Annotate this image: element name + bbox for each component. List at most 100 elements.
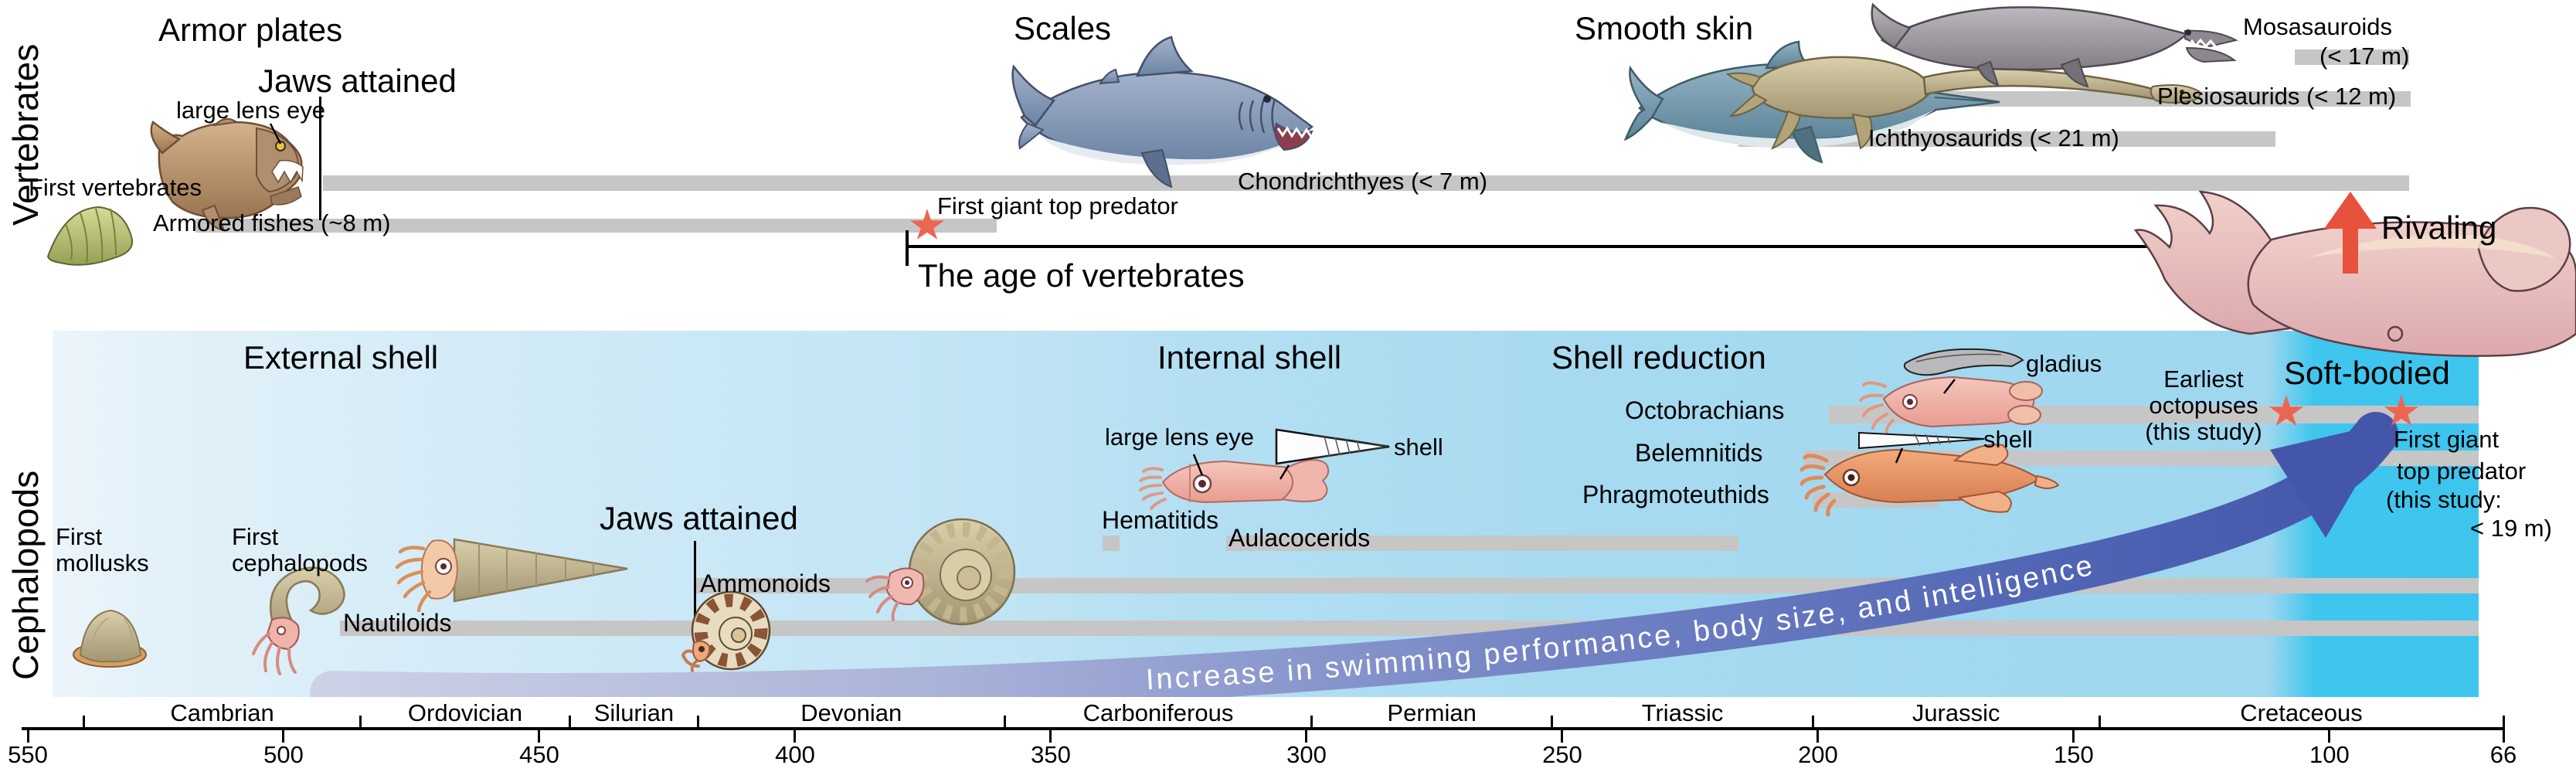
earliest-octopuses: Earliest octopuses (this study) <box>2145 366 2262 446</box>
first-cephalopods: First cephalopods <box>232 523 368 577</box>
belemnitid-shell-art <box>1858 431 1985 450</box>
heading-shell-reduction: Shell reduction <box>1551 339 1766 376</box>
period-label-cretaceous: Cretaceous <box>2240 699 2363 726</box>
cephalopod-era-panel <box>53 331 2479 697</box>
heading-external-shell: External shell <box>243 339 439 376</box>
gladius: gladius <box>2026 350 2102 377</box>
axis-number-300: 300 <box>1286 741 1327 768</box>
phragmoteuthids: Phragmoteuthids <box>1582 481 1769 508</box>
chondrichthyes: Chondrichthyes (< 7 m) <box>1238 168 1488 195</box>
period-boundary-tick <box>359 716 362 727</box>
period-label-triassic: Triassic <box>1641 699 1724 726</box>
rivaling: Rivaling <box>2381 209 2497 246</box>
armored-fishes: Armored fishes (~8 m) <box>153 209 391 236</box>
period-label-devonian: Devonian <box>800 699 902 726</box>
axis-number-tick <box>538 730 541 743</box>
age-line-tick <box>906 230 909 266</box>
axis-number-350: 350 <box>1031 741 1071 768</box>
internal-shell-art <box>1275 428 1390 465</box>
period-boundary-tick <box>83 716 86 727</box>
axis-number-tick <box>1561 730 1564 743</box>
period-boundary-tick <box>696 716 699 727</box>
period-boundary-tick <box>1310 716 1313 727</box>
plesiosaurids: Plesiosaurids (< 12 m) <box>2157 83 2397 110</box>
period-label-silurian: Silurian <box>593 699 675 726</box>
period-boundary-tick <box>2098 716 2101 727</box>
shark-art <box>1011 36 1314 189</box>
axis-number-400: 400 <box>775 741 815 768</box>
ichthyosaurids: Ichthyosaurids (< 21 m) <box>1868 124 2119 151</box>
ammonoids: Ammonoids <box>700 570 831 597</box>
axis-number-150: 150 <box>2054 741 2094 768</box>
belemnitid-squid-art <box>1799 444 2060 517</box>
heading-scales: Scales <box>1014 10 1112 46</box>
large-lens-eye-vertebrates: large lens eye <box>176 97 326 124</box>
first-giant-top-predator-vertebrates: First giant top predator <box>937 192 1178 219</box>
shell-belemnitid: shell <box>1983 426 2033 453</box>
axis-number-tick <box>2072 730 2075 743</box>
aulacocerids-bar <box>1226 536 1738 551</box>
aulacocerids: Aulacocerids <box>1229 524 1371 552</box>
first-cephalopod-art <box>252 566 345 675</box>
axis-line <box>22 727 2505 730</box>
belemnitids: Belemnitids <box>1635 439 1763 467</box>
first-mollusks: First mollusks <box>56 523 149 577</box>
first-giant-ceph-1: First giant <box>2394 426 2500 453</box>
giant-octopus-art <box>2133 190 2576 357</box>
mosasauroids: Mosasauroids <box>2243 13 2392 40</box>
gladius-art <box>1903 348 2024 376</box>
first-giant-ceph-4: < 19 m) <box>2470 515 2552 542</box>
first-mollusk-art <box>73 609 147 668</box>
axis-number-tick <box>1305 730 1308 743</box>
heading-internal-shell: Internal shell <box>1157 339 1342 376</box>
period-label-permian: Permian <box>1387 699 1477 726</box>
jaws-line-cephalopods <box>694 541 696 622</box>
pointer-belemnitid-shell <box>1895 447 1904 464</box>
shell-internal: shell <box>1394 434 1443 461</box>
mosasaur-art <box>1871 2 2238 88</box>
age-of-vertebrates: The age of vertebrates <box>918 257 1245 294</box>
axis-number-tick <box>794 730 797 743</box>
octobrachian-squid-art <box>1859 376 2043 434</box>
axis-number-550: 550 <box>8 741 48 768</box>
period-boundary-tick <box>569 716 572 727</box>
axis-number-100: 100 <box>2309 741 2350 768</box>
first-vertebrates: First vertebrates <box>29 174 202 201</box>
axis-number-tick <box>2328 730 2331 743</box>
first-vertebrate-fish-art <box>46 206 134 266</box>
pointer-lens-eye-vertebrate <box>269 123 282 144</box>
time-axis: Cambrian Ordovician Silurian Devonian Carbon… <box>0 697 2576 782</box>
armored-fish-art <box>150 117 304 232</box>
octobrachians: Octobrachians <box>1625 396 1785 424</box>
period-boundary-tick <box>2502 716 2505 727</box>
period-boundary-tick <box>1551 716 1554 727</box>
armored-fishes-bar <box>195 219 997 233</box>
period-label-cambrian: Cambrian <box>170 699 274 726</box>
axis-number-tick <box>1816 730 1820 743</box>
axis-number-tick <box>1049 730 1052 743</box>
ammonite-art <box>865 518 1016 626</box>
period-label-jurassic: Jurassic <box>1912 699 2000 726</box>
period-label-ordovician: Ordovician <box>407 699 523 726</box>
axis-number-tick <box>282 730 285 743</box>
chondrichthyes-bar <box>323 175 2409 191</box>
orthocone-art <box>395 538 628 613</box>
plesiosaur-art <box>1725 56 2200 150</box>
first-giant-ceph-2: top predator <box>2397 457 2527 484</box>
jaws-attained-vertebrates: Jaws attained <box>258 63 457 99</box>
cephalopods-axis-label: Cephalopods <box>5 470 46 680</box>
heading-soft-bodied: Soft-bodied <box>2284 355 2450 391</box>
nautiloids-bar <box>340 620 2479 636</box>
hematitids: Hematitids <box>1102 506 1219 534</box>
mosasauroids-bar <box>2295 49 2409 65</box>
period-boundary-tick <box>1003 716 1006 727</box>
hematitids-bar <box>1103 536 1120 551</box>
rivaling-arrow <box>2324 192 2377 274</box>
axis-number-66: 66 <box>2489 741 2517 768</box>
axis-number-450: 450 <box>519 741 559 768</box>
axis-number-200: 200 <box>1798 741 1838 768</box>
